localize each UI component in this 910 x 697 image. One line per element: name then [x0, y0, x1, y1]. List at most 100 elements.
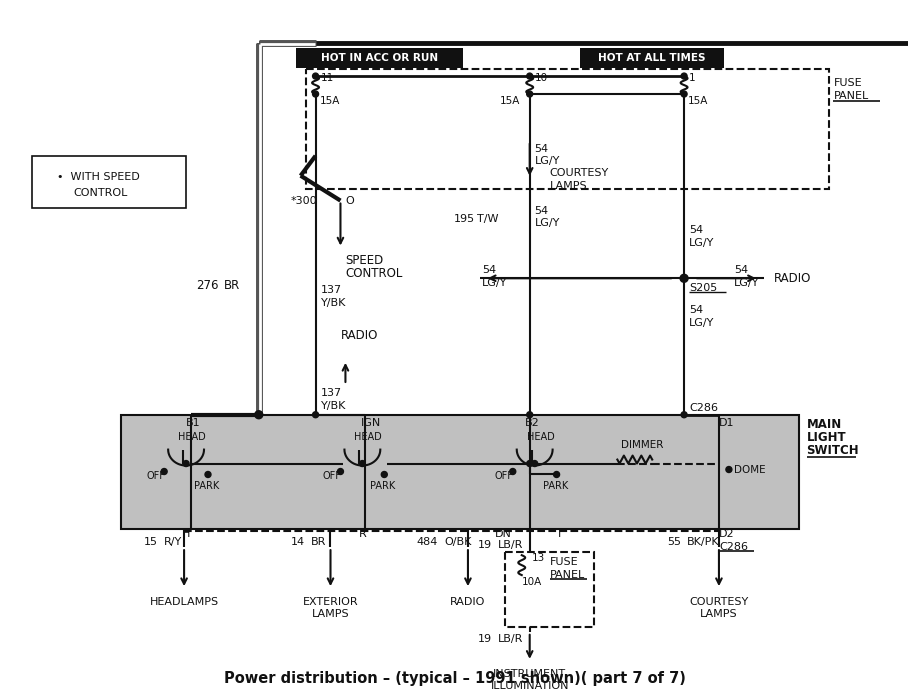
Circle shape — [312, 73, 318, 79]
Text: 54: 54 — [482, 266, 496, 275]
Text: CONTROL: CONTROL — [346, 267, 403, 279]
Text: 14: 14 — [290, 537, 305, 547]
Text: 13: 13 — [531, 553, 545, 563]
Text: 19: 19 — [478, 540, 492, 550]
Circle shape — [312, 91, 318, 97]
Text: BR: BR — [224, 279, 240, 292]
Text: HEAD: HEAD — [527, 431, 554, 442]
Text: LG/Y: LG/Y — [482, 278, 507, 289]
Text: 10: 10 — [535, 73, 548, 83]
Text: 10A: 10A — [521, 577, 542, 587]
Circle shape — [527, 412, 532, 418]
Circle shape — [681, 412, 687, 418]
Text: 15: 15 — [145, 537, 158, 547]
Text: 137: 137 — [320, 285, 341, 296]
Bar — [580, 48, 724, 68]
Circle shape — [205, 471, 211, 477]
Circle shape — [681, 91, 687, 97]
Text: SPEED: SPEED — [346, 254, 384, 267]
Text: FUSE: FUSE — [550, 557, 578, 567]
Text: OFF: OFF — [495, 471, 514, 482]
Circle shape — [510, 468, 516, 475]
Circle shape — [338, 468, 343, 475]
Circle shape — [680, 275, 688, 282]
Text: LIGHT: LIGHT — [806, 431, 846, 444]
Circle shape — [527, 91, 532, 97]
Text: 19: 19 — [478, 634, 492, 644]
Text: Y/BK: Y/BK — [320, 401, 346, 411]
Text: RADIO: RADIO — [450, 597, 486, 607]
Text: RADIO: RADIO — [340, 328, 378, 342]
Text: HEADLAMPS: HEADLAMPS — [149, 597, 218, 607]
Text: D1: D1 — [719, 418, 734, 428]
Text: OFF: OFF — [322, 471, 341, 482]
Bar — [505, 552, 594, 627]
Circle shape — [681, 73, 687, 79]
Text: COURTESY: COURTESY — [550, 168, 609, 178]
Text: 15A: 15A — [500, 96, 521, 106]
Text: HEAD: HEAD — [178, 431, 206, 442]
Text: LAMPS: LAMPS — [550, 181, 587, 191]
Text: 54: 54 — [689, 305, 703, 315]
Text: LG/Y: LG/Y — [689, 318, 714, 328]
Text: R: R — [359, 529, 366, 539]
Bar — [296, 48, 463, 68]
Text: ILLUMINATION: ILLUMINATION — [490, 681, 569, 691]
Text: 195: 195 — [454, 213, 475, 224]
Text: BK/PK: BK/PK — [687, 537, 720, 547]
Text: C286: C286 — [689, 403, 718, 413]
Text: DIMMER: DIMMER — [622, 440, 663, 450]
Text: B2: B2 — [525, 418, 540, 428]
Text: I: I — [558, 529, 561, 539]
Text: FUSE: FUSE — [834, 78, 862, 88]
Text: 484: 484 — [416, 537, 438, 547]
Text: COURTESY: COURTESY — [689, 597, 749, 607]
Text: PARK: PARK — [194, 482, 219, 491]
Text: PANEL: PANEL — [550, 570, 585, 580]
Circle shape — [553, 471, 560, 477]
Text: 54: 54 — [733, 266, 748, 275]
Text: C286: C286 — [719, 542, 748, 552]
Text: 55: 55 — [667, 537, 682, 547]
Text: LG/Y: LG/Y — [689, 238, 714, 248]
Text: B1: B1 — [186, 418, 201, 428]
Text: LAMPS: LAMPS — [312, 609, 349, 619]
Text: Y/BK: Y/BK — [320, 298, 346, 308]
Circle shape — [359, 461, 365, 466]
Circle shape — [255, 411, 263, 419]
Text: 54: 54 — [535, 144, 549, 154]
Text: LG/Y: LG/Y — [535, 155, 560, 166]
Text: 15A: 15A — [319, 96, 340, 106]
Text: O: O — [346, 196, 354, 206]
Circle shape — [161, 468, 167, 475]
Circle shape — [381, 471, 388, 477]
Circle shape — [527, 461, 532, 466]
Text: LG/Y: LG/Y — [733, 278, 759, 289]
Text: LB/R: LB/R — [498, 540, 523, 550]
Text: 54: 54 — [689, 225, 703, 236]
Text: LAMPS: LAMPS — [700, 609, 738, 619]
Circle shape — [183, 461, 189, 466]
Text: R/Y: R/Y — [164, 537, 182, 547]
Text: O/BK: O/BK — [444, 537, 471, 547]
Circle shape — [726, 466, 732, 473]
Bar — [32, 155, 186, 208]
Text: 276: 276 — [197, 279, 219, 292]
Text: S205: S205 — [689, 283, 717, 293]
Text: Power distribution – (typical – 1991 shown)( part 7 of 7): Power distribution – (typical – 1991 sho… — [224, 671, 686, 686]
Text: D2: D2 — [719, 529, 734, 539]
Text: INSTRUMENT: INSTRUMENT — [493, 668, 566, 679]
Text: CONTROL: CONTROL — [74, 187, 128, 198]
Bar — [306, 69, 828, 189]
Text: HOT AT ALL TIMES: HOT AT ALL TIMES — [599, 53, 706, 63]
Text: HEAD: HEAD — [354, 431, 382, 442]
Circle shape — [312, 412, 318, 418]
Text: •  WITH SPEED: • WITH SPEED — [56, 171, 139, 182]
Text: RADIO: RADIO — [774, 272, 811, 285]
Text: PANEL: PANEL — [834, 91, 869, 101]
Text: MAIN: MAIN — [806, 418, 842, 431]
Text: OFF: OFF — [147, 471, 165, 482]
Text: 54: 54 — [535, 206, 549, 215]
Text: DN: DN — [495, 529, 511, 539]
Text: T/W: T/W — [477, 213, 499, 224]
